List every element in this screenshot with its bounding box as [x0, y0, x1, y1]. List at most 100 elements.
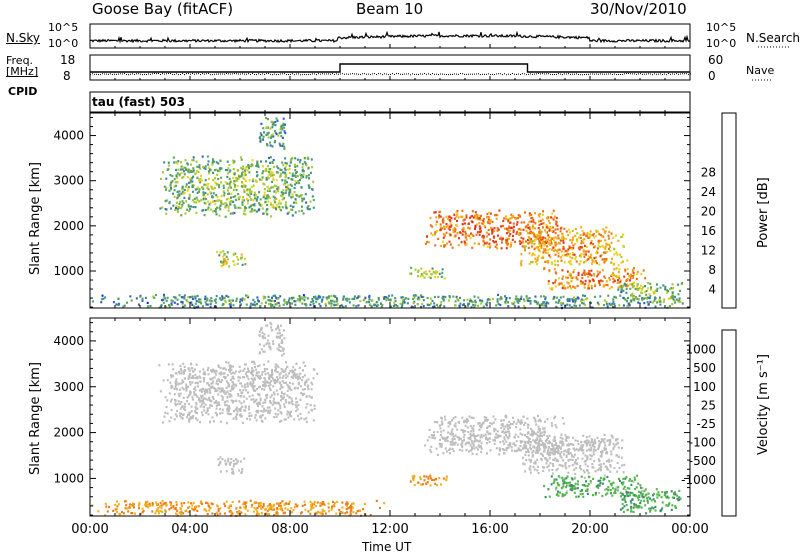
- echo-cell: [393, 301, 396, 304]
- echo-cell: [371, 299, 374, 302]
- echo-cell: [208, 396, 211, 400]
- echo-cell: [420, 295, 423, 298]
- echo-cell: [311, 502, 314, 505]
- echo-cell: [200, 400, 203, 403]
- echo-cell: [159, 207, 162, 210]
- echo-cell: [566, 444, 569, 447]
- echo-cell: [287, 168, 290, 171]
- echo-cell: [573, 299, 576, 302]
- echo-cell: [465, 214, 468, 217]
- echo-cell: [258, 364, 261, 367]
- echo-cell: [266, 203, 269, 207]
- echo-cell: [602, 251, 605, 254]
- echo-cell: [165, 405, 168, 409]
- echo-cell: [638, 294, 641, 297]
- echo-cell: [164, 411, 167, 414]
- echo-cell: [588, 280, 591, 283]
- echo-cell: [211, 161, 214, 164]
- echo-cell: [554, 263, 557, 266]
- echo-cell: [138, 502, 141, 505]
- echo-cell: [227, 457, 230, 460]
- echo-cell: [416, 298, 419, 301]
- echo-cell: [290, 401, 293, 404]
- echo-cell: [165, 188, 167, 191]
- echo-cell: [141, 511, 144, 514]
- echo-cell: [204, 403, 207, 406]
- echo-cell: [538, 440, 540, 443]
- echo-cell: [164, 510, 167, 513]
- echo-cell: [464, 232, 467, 235]
- echo-cell: [212, 171, 214, 174]
- echo-cell: [188, 411, 191, 414]
- echo-cell: [295, 175, 298, 178]
- echo-cell: [219, 512, 222, 515]
- echo-cell: [227, 192, 230, 196]
- echo-cell: [286, 383, 289, 387]
- echo-cell: [342, 296, 345, 299]
- echo-cell: [539, 219, 542, 222]
- echo-cell: [162, 298, 165, 301]
- echo-cell: [282, 347, 285, 351]
- echo-cell: [191, 416, 194, 420]
- echo-cell: [272, 379, 275, 382]
- echo-cell: [211, 382, 214, 385]
- echo-cell: [246, 383, 249, 386]
- echo-cell: [474, 304, 477, 307]
- echo-cell: [568, 273, 571, 277]
- echo-cell: [248, 167, 250, 170]
- echo-cell: [301, 205, 303, 208]
- echo-cell: [269, 348, 272, 351]
- echo-cell: [179, 412, 182, 415]
- echo-cell: [222, 184, 225, 187]
- echo-cell: [613, 295, 616, 298]
- echo-cell: [604, 452, 607, 455]
- echo-cell: [567, 234, 570, 237]
- echo-cell: [267, 376, 270, 379]
- echo-cell: [290, 511, 293, 514]
- echo-cell: [257, 393, 259, 396]
- echo-cell: [480, 442, 483, 445]
- echo-cell: [264, 401, 267, 404]
- echo-cell: [652, 301, 654, 304]
- echo-cell: [520, 297, 522, 300]
- colorbar-tick-label: 4: [708, 283, 716, 297]
- echo-cell: [549, 226, 552, 229]
- echo-cell: [461, 445, 464, 448]
- echo-cell: [597, 446, 600, 449]
- echo-cell: [282, 374, 285, 378]
- echo-cell: [352, 502, 355, 505]
- echo-cell: [454, 304, 456, 307]
- echo-cell: [237, 258, 240, 261]
- echo-cell: [162, 379, 165, 382]
- echo-cell: [166, 412, 169, 415]
- echo-cell: [252, 369, 255, 372]
- echo-cell: [192, 508, 195, 511]
- echo-cell: [530, 220, 533, 223]
- echo-cell: [368, 296, 371, 299]
- echo-cell: [278, 329, 281, 332]
- echo-cell: [235, 417, 238, 420]
- echo-cell: [234, 195, 237, 198]
- echo-cell: [164, 297, 167, 300]
- echo-cell: [224, 301, 227, 304]
- echo-cell: [285, 206, 288, 209]
- echo-cell: [237, 394, 240, 397]
- echo-cell: [278, 402, 281, 405]
- echo-cell: [229, 368, 232, 371]
- echo-cell: [572, 276, 575, 279]
- echo-cell: [644, 285, 646, 288]
- echo-cell: [287, 301, 290, 304]
- echo-cell: [218, 186, 220, 189]
- echo-cell: [530, 239, 533, 242]
- echo-cell: [619, 294, 622, 297]
- echo-cell: [218, 214, 221, 217]
- echo-cell: [596, 262, 598, 265]
- echo-cell: [179, 507, 182, 510]
- echo-cell: [236, 511, 239, 514]
- echo-cell: [246, 193, 249, 196]
- echo-cell: [248, 171, 251, 174]
- echo-cell: [228, 407, 231, 410]
- echo-cell: [377, 298, 380, 301]
- echo-cell: [194, 302, 197, 305]
- echo-cell: [297, 383, 300, 386]
